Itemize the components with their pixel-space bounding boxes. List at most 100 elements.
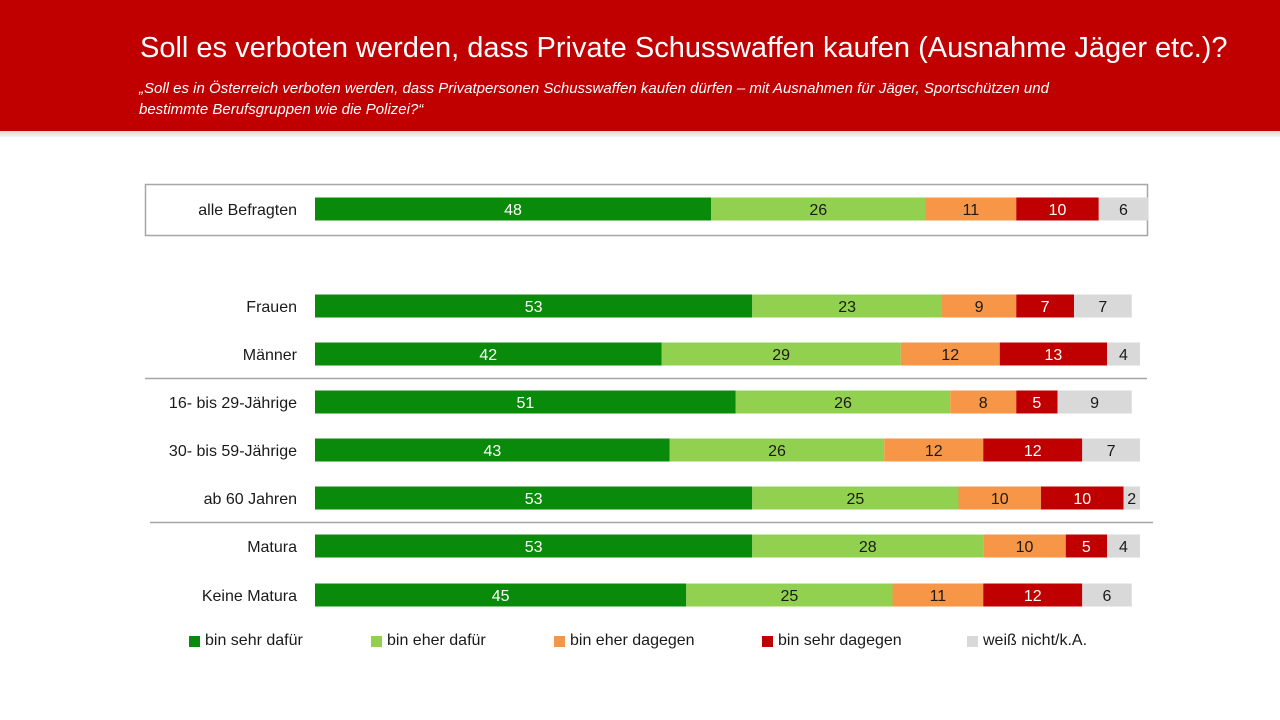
bar-segment (983, 438, 1083, 462)
data-label: 7 (1098, 299, 1107, 316)
category-label: 30- bis 59-Jährige (169, 443, 297, 460)
legend-label: bin sehr dafür (205, 632, 303, 649)
data-label: 12 (1024, 588, 1042, 605)
bar-segment (925, 197, 1017, 221)
legend-item: bin sehr dafür (189, 632, 303, 650)
data-label: 53 (525, 299, 543, 316)
bar-segment (315, 486, 753, 510)
data-label: 11 (930, 588, 947, 605)
bar-segment (1065, 534, 1107, 558)
bar-segment (942, 294, 1017, 318)
data-label: 7 (1107, 443, 1116, 460)
bar-segment (661, 342, 901, 366)
data-label: 8 (979, 395, 988, 412)
legend-swatch (762, 635, 773, 647)
bar-segment (950, 390, 1017, 414)
data-label: 9 (1090, 395, 1099, 412)
bar-segment (315, 583, 687, 607)
legend-label: bin eher dagegen (570, 632, 695, 649)
data-label: 25 (780, 588, 798, 605)
category-label: Matura (247, 539, 297, 556)
data-label: 10 (991, 491, 1009, 508)
data-label: 28 (859, 539, 877, 556)
bar-segment (1107, 342, 1140, 366)
data-label: 51 (516, 395, 534, 412)
bar-segment (892, 583, 984, 607)
bar-segment (752, 534, 984, 558)
bar-segment (1082, 438, 1140, 462)
bar-segment (711, 197, 926, 221)
data-label: 5 (1082, 539, 1091, 556)
bar-segment (669, 438, 885, 462)
data-label: 6 (1103, 588, 1112, 605)
bar-segment (1107, 534, 1140, 558)
legend-item: bin eher dagegen (554, 632, 695, 650)
category-label: Keine Matura (202, 588, 297, 605)
legend-item: bin eher dafür (371, 632, 486, 650)
legend-swatch (189, 635, 200, 647)
data-label: 11 (963, 202, 980, 219)
data-label: 4 (1119, 539, 1128, 556)
bar-segment (1016, 390, 1058, 414)
legend-item: bin sehr dagegen (762, 632, 902, 650)
bar-segment (983, 583, 1083, 607)
bar-segment (983, 534, 1066, 558)
bar-segment (315, 534, 753, 558)
page-title: Soll es verboten werden, dass Private Sc… (140, 32, 1228, 64)
bar-segment (884, 438, 984, 462)
category-label: Männer (243, 347, 298, 364)
data-label: 10 (1049, 202, 1067, 219)
bar-segment (1057, 390, 1132, 414)
bar-segment (1016, 294, 1074, 318)
bar-segment (735, 390, 951, 414)
question-subtitle: „Soll es in Österreich verboten werden, … (139, 80, 1049, 118)
data-label: 12 (941, 347, 959, 364)
category-label: ab 60 Jahren (204, 491, 297, 508)
data-label: 9 (975, 299, 984, 316)
data-label: 25 (846, 491, 864, 508)
legend-label: bin eher dafür (387, 632, 486, 649)
data-label: 53 (525, 539, 543, 556)
legend-swatch (967, 635, 978, 647)
title-banner (0, 0, 1280, 131)
data-label: 10 (1016, 539, 1034, 556)
data-label: 53 (525, 491, 543, 508)
bar-segment (1098, 197, 1149, 221)
data-label: 23 (838, 299, 856, 316)
data-label: 12 (1024, 443, 1042, 460)
data-label: 13 (1044, 347, 1062, 364)
bar-segment (315, 438, 670, 462)
banner-shadow (0, 131, 1280, 137)
data-label: 10 (1073, 491, 1091, 508)
legend-swatch (371, 635, 382, 647)
category-label: 16- bis 29-Jährige (169, 395, 297, 412)
bar-segment (752, 486, 959, 510)
data-label: 26 (768, 443, 786, 460)
bar-segment (1082, 583, 1132, 607)
data-label: 42 (479, 347, 497, 364)
data-label: 29 (772, 347, 790, 364)
bar-segment (1041, 486, 1124, 510)
data-label: 4 (1119, 347, 1128, 364)
category-label: alle Befragten (198, 202, 297, 219)
data-label: 43 (483, 443, 501, 460)
bar-segment (1016, 197, 1099, 221)
bar-segment (1123, 486, 1140, 510)
data-label: 5 (1032, 395, 1041, 412)
bar-segment (315, 197, 711, 221)
bar-segment (958, 486, 1041, 510)
bar-segment (752, 294, 942, 318)
data-label: 26 (809, 202, 827, 219)
data-label: 12 (925, 443, 943, 460)
legend-label: weiß nicht/k.A. (983, 632, 1088, 649)
bar-segment (315, 390, 736, 414)
data-label: 2 (1127, 491, 1136, 508)
data-label: 26 (834, 395, 852, 412)
bar-segment (900, 342, 1000, 366)
bar-segment (686, 583, 893, 607)
data-label: 7 (1041, 299, 1050, 316)
legend-label: bin sehr dagegen (778, 632, 902, 649)
category-label: Frauen (246, 299, 297, 316)
bar-segment (315, 342, 662, 366)
